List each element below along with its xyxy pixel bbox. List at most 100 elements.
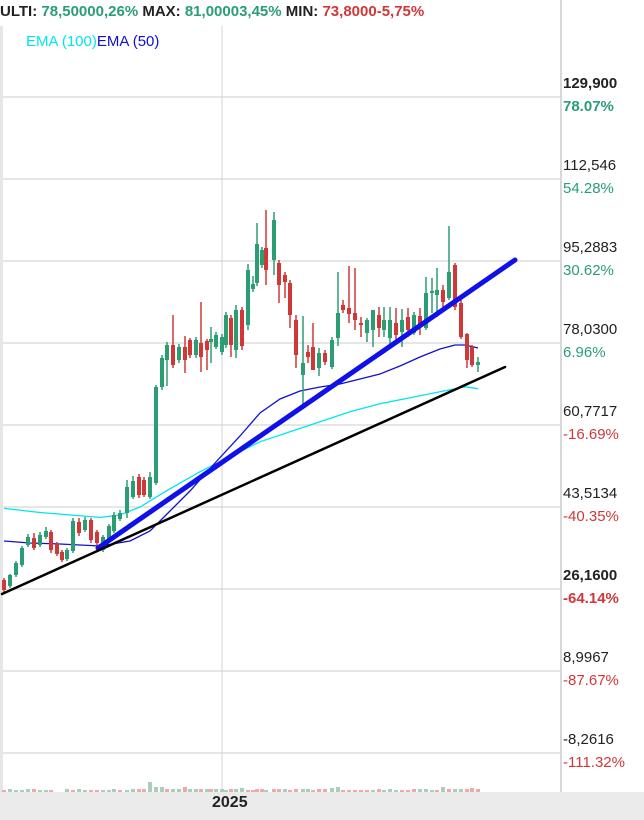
candle-up xyxy=(371,309,375,330)
volume-bar xyxy=(220,789,224,792)
y-axis-percent-label: 30.62% xyxy=(563,262,614,279)
candle-down xyxy=(89,520,93,541)
volume-bar xyxy=(447,789,451,792)
volume-bar xyxy=(95,790,99,792)
candle-down xyxy=(95,531,99,544)
volume-bar xyxy=(137,789,141,792)
trendlines[interactable] xyxy=(0,257,518,596)
volume-bar xyxy=(194,789,198,792)
volume-bar xyxy=(264,790,268,792)
volume-bar xyxy=(353,790,357,792)
volume-bar xyxy=(89,790,93,792)
volume-bar xyxy=(71,790,75,792)
max-price-label: MAX: xyxy=(142,3,181,20)
candle-up xyxy=(154,386,158,484)
y-axis-percent-label: -64.14% xyxy=(563,590,619,607)
candle-up xyxy=(131,481,135,498)
candle-up xyxy=(220,337,224,352)
candle-up xyxy=(44,530,48,537)
volume-bar xyxy=(160,787,164,792)
volume-bars xyxy=(2,782,480,792)
candle-down xyxy=(49,531,53,550)
volume-bar xyxy=(101,790,105,792)
volume-bar xyxy=(20,790,24,792)
volume-bar xyxy=(394,790,398,792)
candle-down xyxy=(459,302,463,338)
volume-bar xyxy=(142,789,146,792)
candle-down xyxy=(394,322,398,336)
last-price-label: ULTI: xyxy=(0,3,38,20)
volume-bar xyxy=(388,789,392,792)
candle-down xyxy=(137,477,141,496)
ema-50-line xyxy=(3,344,479,547)
volume-bar xyxy=(131,789,135,792)
min-price-value: 73,8000 xyxy=(322,3,377,20)
candle-up xyxy=(272,219,276,261)
candle-down xyxy=(32,538,36,548)
y-axis-price-label: 8,9967 xyxy=(563,649,609,666)
candle-up xyxy=(26,536,30,546)
volume-bar xyxy=(171,789,175,792)
candle-down xyxy=(465,334,469,361)
legend-ema-100[interactable]: EMA (100) xyxy=(26,33,97,50)
volume-bar xyxy=(107,790,111,792)
volume-bar xyxy=(453,789,457,792)
candle-up xyxy=(430,290,434,294)
volume-bar xyxy=(177,789,181,792)
volume-bar xyxy=(277,789,281,792)
volume-bar xyxy=(26,789,30,792)
y-axis: 129,900 78.07% 112,546 54.28% 95,2883 30.62% 7… xyxy=(563,0,644,792)
chart-grid xyxy=(0,0,562,792)
volume-bar xyxy=(77,789,81,792)
volume-bar xyxy=(341,790,345,792)
volume-bar xyxy=(317,789,321,792)
candle-up xyxy=(148,477,152,498)
candle-down xyxy=(323,352,327,363)
candles xyxy=(2,209,480,592)
candle-up xyxy=(447,271,451,299)
candle-up xyxy=(177,346,181,361)
candle-up xyxy=(214,335,218,347)
candle-up xyxy=(330,340,334,367)
y-axis-price-label: 112,546 xyxy=(563,157,617,174)
candle-up xyxy=(246,269,250,325)
candle-down xyxy=(406,317,410,330)
black-trendline[interactable] xyxy=(0,365,507,596)
blue-trendline[interactable] xyxy=(95,257,518,551)
volume-bar xyxy=(205,789,209,792)
candle-up xyxy=(234,309,238,350)
y-axis-percent-label: 6.96% xyxy=(563,344,606,361)
candle-up xyxy=(125,486,129,513)
volume-bar xyxy=(371,790,375,792)
max-price-change: 3,45% xyxy=(239,3,282,20)
candle-up xyxy=(365,320,369,333)
candle-up xyxy=(112,515,116,531)
volume-bar xyxy=(8,789,12,792)
volume-bar xyxy=(288,790,292,792)
candle-up xyxy=(400,320,404,333)
indicator-legend: EMA (100)EMA (50) xyxy=(26,33,159,50)
volume-bar xyxy=(435,790,439,792)
left-border xyxy=(0,26,3,792)
volume-bar xyxy=(199,789,203,792)
price-summary-header: ULTI: 78,50000,26% MAX: 81,00003,45% MIN… xyxy=(0,0,644,26)
volume-bar xyxy=(224,790,228,792)
candle-down xyxy=(183,346,187,361)
volume-bar xyxy=(465,789,469,792)
volume-bar xyxy=(148,782,152,792)
candle-down xyxy=(229,318,233,345)
y-axis-price-label: -8,2616 xyxy=(563,731,614,748)
candle-down xyxy=(470,346,474,365)
candle-up xyxy=(382,320,386,330)
candle-down xyxy=(264,247,268,270)
volume-bar xyxy=(301,789,305,792)
candle-up xyxy=(224,315,228,345)
candle-down xyxy=(288,282,292,316)
candle-down xyxy=(377,315,381,328)
legend-ema-50[interactable]: EMA (50) xyxy=(96,33,160,50)
candle-down xyxy=(188,340,192,356)
y-axis-price-label: 129,900 xyxy=(563,75,618,92)
volume-bar xyxy=(459,789,463,792)
y-axis-percent-label: -87.67% xyxy=(563,672,619,689)
